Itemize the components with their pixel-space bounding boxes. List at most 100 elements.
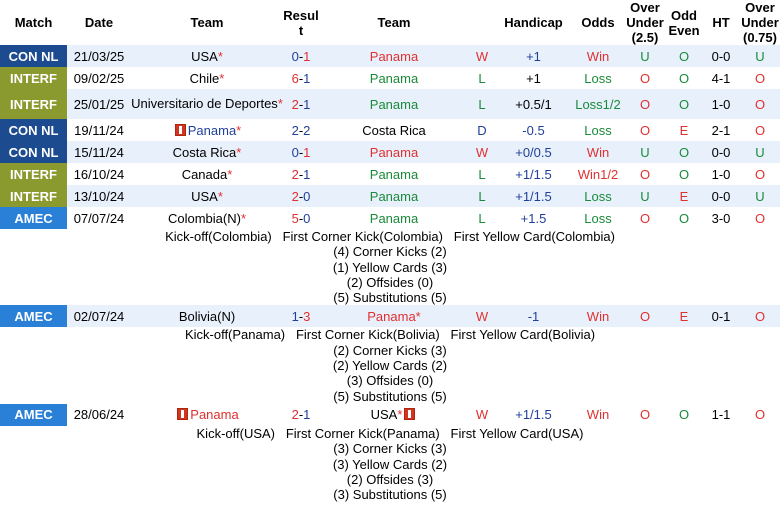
competition-badge[interactable]: CON NL <box>0 119 67 141</box>
panama-flag-icon <box>177 408 189 421</box>
table-row[interactable]: INTERF 13/10/24 USA* 2-0 Panama L +1/1.5 Loss U E… <box>0 185 780 207</box>
away-team[interactable]: Panama* <box>319 305 469 328</box>
competition-badge[interactable]: INTERF <box>0 89 67 119</box>
match-date: 07/07/24 <box>67 207 131 229</box>
over-under: O <box>624 163 666 185</box>
handicap: +1/1.5 <box>495 163 572 185</box>
half-time-score: 4-1 <box>702 67 740 89</box>
handicap: +1.5 <box>495 207 572 229</box>
away-team[interactable]: Costa Rica <box>319 119 469 141</box>
header-over-under-075: Over Under (0.75) <box>740 0 780 45</box>
match-score[interactable]: 5-0 <box>283 207 319 229</box>
detail-stat: (3) Offsides (0) <box>346 373 434 389</box>
table-row[interactable]: CON NL 21/03/25 USA* 0-1 Panama W +1 Win U O 0-0 U <box>0 45 780 67</box>
away-team[interactable]: Panama <box>319 67 469 89</box>
match-date: 19/11/24 <box>67 119 131 141</box>
over-under: O <box>624 403 666 426</box>
score-away: 3 <box>303 308 311 324</box>
match-score[interactable]: 2-1 <box>283 89 319 119</box>
match-score[interactable]: 2-1 <box>283 403 319 426</box>
half-time-score: 2-1 <box>702 119 740 141</box>
home-team-name: Colombia(N) <box>167 210 241 226</box>
home-team[interactable]: Universitario de Deportes* <box>131 89 283 119</box>
over-under: O <box>624 305 666 328</box>
home-star: * <box>236 144 242 160</box>
competition-badge[interactable]: AMEC <box>0 305 67 328</box>
result-wl: W <box>469 403 495 426</box>
score-away: 0 <box>303 210 311 226</box>
home-team[interactable]: USA* <box>131 45 283 67</box>
home-team[interactable]: Chile* <box>131 67 283 89</box>
away-team[interactable]: Panama <box>319 185 469 207</box>
match-score[interactable]: 6-1 <box>283 67 319 89</box>
competition-badge[interactable]: INTERF <box>0 185 67 207</box>
score-home: 2 <box>291 122 299 138</box>
match-detail-row: Kick-off(Colombia) First Corner Kick(Col… <box>0 229 780 306</box>
score-home: 6 <box>291 70 299 86</box>
table-row[interactable]: INTERF 09/02/25 Chile* 6-1 Panama L +1 Loss O O 4-… <box>0 67 780 89</box>
odd-even: O <box>666 67 702 89</box>
home-team[interactable]: Bolivia(N) <box>131 305 283 328</box>
home-team[interactable]: USA* <box>131 185 283 207</box>
match-score[interactable]: 2-0 <box>283 185 319 207</box>
result-wl: W <box>469 45 495 67</box>
result-wl: W <box>469 305 495 328</box>
detail-stat: (1) Yellow Cards (3) <box>332 259 448 275</box>
odd-even: O <box>666 45 702 67</box>
home-team[interactable]: Colombia(N)* <box>131 207 283 229</box>
away-team[interactable]: USA* <box>319 403 469 426</box>
header-match: Match <box>0 0 67 45</box>
home-team[interactable]: Panama* <box>131 119 283 141</box>
away-team-name: Panama <box>369 48 419 64</box>
header-ht: HT <box>702 0 740 45</box>
home-team-name: Canada <box>181 166 228 182</box>
match-score[interactable]: 1-3 <box>283 305 319 328</box>
away-team[interactable]: Panama <box>319 45 469 67</box>
handicap: -1 <box>495 305 572 328</box>
home-team[interactable]: Panama <box>131 403 283 426</box>
score-away: 1 <box>303 70 311 86</box>
score-away: 1 <box>303 48 311 64</box>
odd-even: O <box>666 403 702 426</box>
panama-flag-icon <box>404 408 416 421</box>
match-score[interactable]: 2-1 <box>283 163 319 185</box>
away-team[interactable]: Panama <box>319 207 469 229</box>
detail-stat: (2) Yellow Cards (2) <box>332 358 448 374</box>
competition-badge[interactable]: INTERF <box>0 67 67 89</box>
table-row[interactable]: INTERF 16/10/24 Canada* 2-1 Panama L +1/1.5 Win… <box>0 163 780 185</box>
away-star: * <box>397 407 403 423</box>
table-row[interactable]: AMEC 07/07/24 Colombia(N)* 5-0 Panama L +1.5 Lo… <box>0 207 780 229</box>
match-score[interactable]: 0-1 <box>283 141 319 163</box>
table-row[interactable]: CON NL 19/11/24 Panama* 2-2 Costa Rica D -0.5 L… <box>0 119 780 141</box>
competition-badge[interactable]: AMEC <box>0 207 67 229</box>
home-team[interactable]: Canada* <box>131 163 283 185</box>
result-wl: D <box>469 119 495 141</box>
detail-stat: (5) Substitutions (5) <box>333 290 447 306</box>
away-team[interactable]: Panama <box>319 141 469 163</box>
over-under-075: O <box>740 163 780 185</box>
detail-stat: (2) Offsides (3) <box>346 471 434 487</box>
competition-badge[interactable]: CON NL <box>0 45 67 67</box>
away-team[interactable]: Panama <box>319 163 469 185</box>
match-score[interactable]: 2-2 <box>283 119 319 141</box>
score-home: 0 <box>291 48 299 64</box>
score-home: 2 <box>291 96 299 112</box>
competition-badge[interactable]: INTERF <box>0 163 67 185</box>
table-row[interactable]: INTERF 25/01/25 Universitario de Deportes*… <box>0 89 780 119</box>
home-team-name: Panama <box>187 122 237 138</box>
competition-badge[interactable]: AMEC <box>0 403 67 426</box>
over-under-075: O <box>740 207 780 229</box>
competition-badge[interactable]: CON NL <box>0 141 67 163</box>
home-team[interactable]: Costa Rica* <box>131 141 283 163</box>
table-row[interactable]: AMEC 28/06/24 Panama 2-1 USA* W +1/1.5 Win O O 1-1… <box>0 403 780 426</box>
match-score[interactable]: 0-1 <box>283 45 319 67</box>
table-row[interactable]: AMEC 02/07/24 Bolivia(N) 1-3 Panama* W -1 Win O E… <box>0 305 780 328</box>
table-row[interactable]: CON NL 15/11/24 Costa Rica* 0-1 Panama W +0/0.… <box>0 141 780 163</box>
match-date: 15/11/24 <box>67 141 131 163</box>
away-team[interactable]: Panama <box>319 89 469 119</box>
handicap: -0.5 <box>495 119 572 141</box>
header-team-home: Team <box>131 0 283 45</box>
header-over-under: Over Under (2.5) <box>624 0 666 45</box>
home-team-name: Panama <box>190 407 239 423</box>
